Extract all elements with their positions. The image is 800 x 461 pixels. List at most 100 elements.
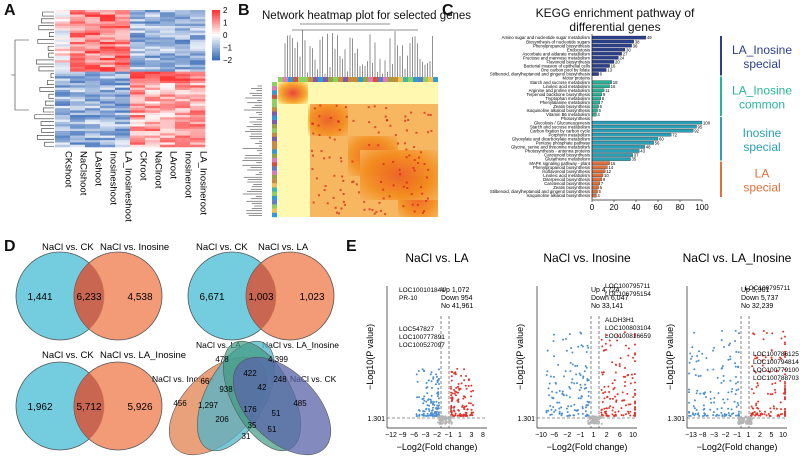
heatmap-a-cell [130, 94, 146, 98]
heatmap-a-cell [160, 105, 176, 109]
volcano-point-ns [741, 417, 744, 420]
heatmap-a-cell [160, 80, 176, 84]
module-bar-top [428, 77, 433, 82]
sample-label: NaClshoot [78, 151, 89, 196]
heatmap-a-cell [175, 62, 191, 66]
tom-speck [352, 119, 355, 122]
heatmap-a-cell [190, 23, 206, 27]
volcano-no-count: No 32,239 [741, 303, 773, 310]
volcano-gene-label: LOC100786125 [753, 351, 799, 358]
volcano-point [784, 341, 786, 344]
kegg-bar-label: Motor proteins [563, 76, 590, 81]
heatmap-a-cell [145, 71, 161, 75]
venn1-intersection [74, 263, 104, 329]
volcano-point [689, 352, 692, 355]
heatmap-a-cell [145, 83, 161, 86]
heatmap-a-cell [100, 12, 116, 15]
volcano-point [750, 405, 753, 408]
module-bar-left [272, 162, 277, 167]
volcano-point [429, 373, 432, 376]
module-bar-left [272, 82, 277, 87]
heatmap-a-cell [85, 117, 101, 120]
tom-speck [335, 211, 338, 214]
heatmap-a-cell [130, 101, 146, 104]
heatmap-a-cell [55, 110, 71, 114]
volcano-point [758, 410, 761, 413]
heatmap-a-cell [115, 83, 131, 86]
heatmap-a-cell [85, 105, 101, 109]
heatmap-a-cell [85, 44, 101, 47]
kegg-bar [591, 137, 659, 141]
heatmap-a-cell [175, 137, 191, 141]
tom-speck [317, 124, 320, 127]
heatmap-a-cell [115, 25, 131, 29]
tom-speck [399, 173, 402, 176]
volcano-point [584, 414, 587, 417]
volcano-point [558, 407, 561, 410]
venn4-value: 478 [215, 355, 229, 364]
heatmap-a-cell [175, 142, 191, 146]
heatmap-a-cell [160, 103, 176, 107]
heatmap-a-cell [145, 14, 161, 18]
kegg-group-label-line2: special [743, 140, 780, 154]
heatmap-a-cell [175, 112, 191, 116]
volcano-point [736, 401, 739, 404]
heatmap-a-cell [85, 51, 101, 54]
colorbar-step [212, 32, 220, 35]
heatmap-a-cell [175, 140, 191, 143]
volcano-point [426, 412, 429, 415]
heatmap-a-cell [175, 133, 191, 136]
volcano-gene-label: LOC100779100 [753, 367, 799, 374]
kegg-bar-value: 43 [640, 149, 645, 154]
volcano-point [549, 404, 552, 407]
heatmap-a-cell [115, 110, 131, 114]
volcano-point [571, 363, 574, 366]
heatmap-a-cell [55, 60, 71, 63]
heatmap-a-cell [115, 99, 131, 102]
tom-speck [416, 204, 419, 207]
colorbar-step [212, 22, 220, 25]
heatmap-a-cell [145, 119, 161, 123]
volcano-point [732, 412, 735, 415]
module-bar-left [272, 136, 277, 142]
kegg-bar-value: 92 [694, 128, 699, 133]
heatmap-a-cell [130, 85, 146, 88]
volcano-point [762, 338, 765, 341]
tom-speck [402, 185, 405, 188]
volcano-point-ns [441, 416, 444, 419]
volcano-x-tick-label: −6 [410, 432, 418, 439]
kegg-bar-value: 48 [646, 145, 651, 150]
heatmap-a-cell [55, 69, 71, 72]
kegg-bar [591, 128, 694, 133]
volcano-no-count: No 41,961 [441, 303, 473, 310]
heatmap-a-cell [70, 110, 86, 114]
top-dendrogram-path [284, 23, 433, 80]
heatmap-a-cell [70, 99, 86, 102]
volcano-point [737, 332, 740, 335]
volcano-point [548, 394, 551, 397]
tom-speck [406, 187, 409, 190]
module-bar-left [272, 115, 277, 121]
venn4-value: 51 [272, 409, 281, 418]
heatmap-a-cell [70, 133, 86, 136]
volcano-point [434, 383, 437, 386]
volcano-point [720, 382, 723, 385]
kegg-bar [591, 120, 703, 125]
volcano-title: NaCl vs. LA_Inosine [683, 251, 792, 265]
volcano-point [770, 349, 773, 352]
volcano-point [735, 414, 738, 417]
heatmap-a-cell [100, 10, 116, 13]
volcano-point [435, 400, 438, 403]
kegg-bar-value: 9 [603, 177, 606, 182]
kegg-bar-label: Phenylpropanoid biosynthesis [533, 43, 590, 48]
volcano-point [426, 386, 429, 389]
heatmap-a-cell [70, 41, 86, 45]
heatmap-a-cell [145, 124, 161, 127]
venn4-value: 248 [273, 375, 287, 384]
volcano-down-count: Down 954 [441, 295, 473, 302]
colorbar-step [212, 48, 220, 51]
heatmap-a-cell [160, 32, 176, 36]
volcano-point [450, 375, 453, 378]
